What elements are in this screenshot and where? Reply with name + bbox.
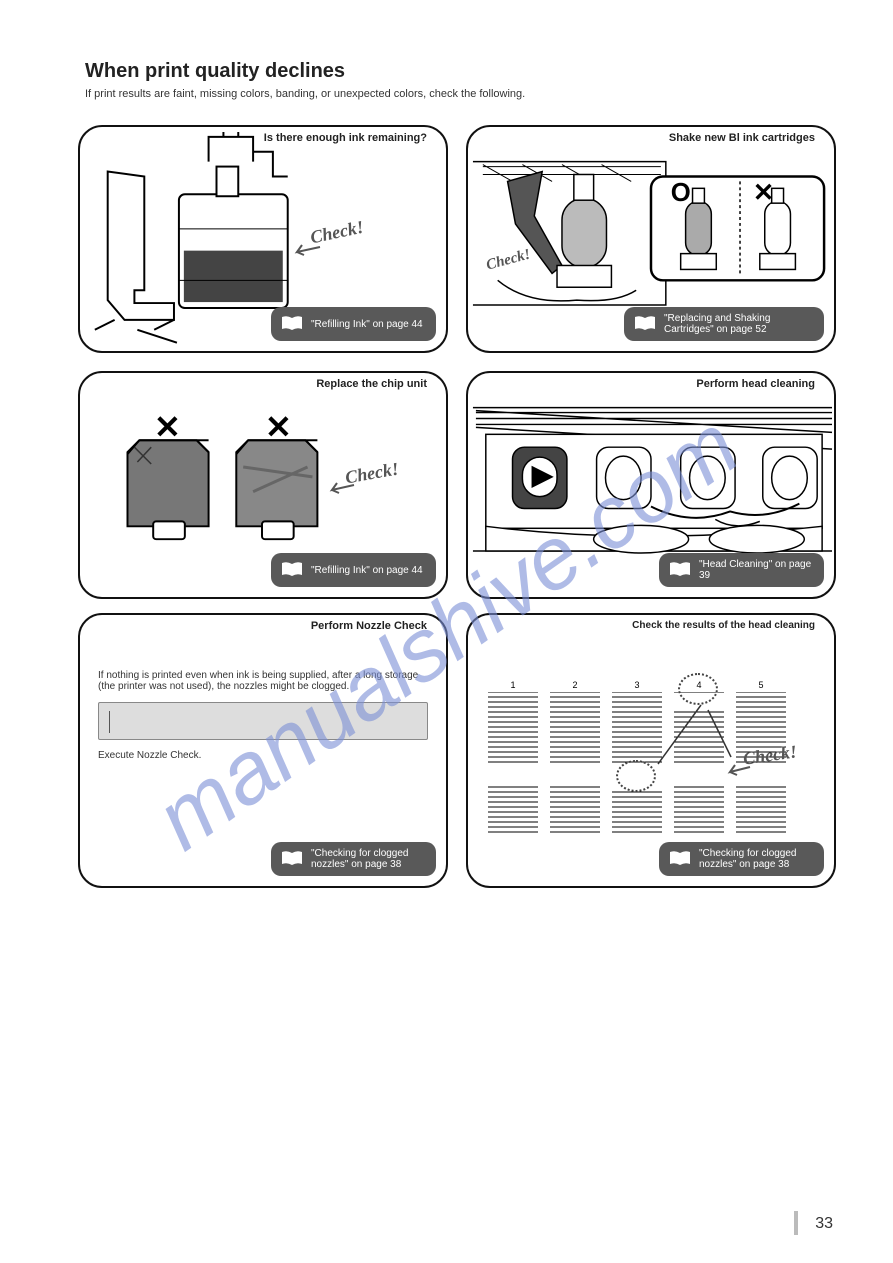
reference-text: "Refilling Ink" on page 44 <box>311 565 423 576</box>
ok-mark: O <box>671 179 691 207</box>
book-icon <box>281 315 303 331</box>
input-box <box>98 702 428 740</box>
book-icon <box>634 315 656 331</box>
page-number: 33 <box>815 1215 833 1233</box>
panel-text: If nothing is printed even when ink is b… <box>98 670 428 692</box>
arrow-icon <box>292 242 322 257</box>
reference-tab: "Refilling Ink" on page 44 <box>271 307 436 341</box>
col-num: 5 <box>736 680 786 690</box>
cards-grid-2: Perform Nozzle Check If nothing is print… <box>78 613 843 888</box>
page-bar <box>794 1211 798 1235</box>
book-icon <box>281 561 303 577</box>
reference-tab: "Head Cleaning" on page 39 <box>659 553 824 587</box>
pattern-lines <box>550 692 600 837</box>
card-body: If nothing is printed even when ink is b… <box>80 615 446 811</box>
card-shake-cartridges: Shake new Bl ink cartridges <box>466 125 836 353</box>
card-title: Perform head cleaning <box>682 372 835 396</box>
reference-tab: "Refilling Ink" on page 44 <box>271 553 436 587</box>
book-icon <box>281 850 303 866</box>
cross-icon: ✕ <box>154 408 181 446</box>
ng-mark: ✕ <box>753 179 775 207</box>
reference-tab: "Checking for clogged nozzles" on page 3… <box>271 842 436 876</box>
card-title: Check the results of the head cleaning <box>618 614 835 637</box>
reference-tab: "Checking for clogged nozzles" on page 3… <box>659 842 824 876</box>
card-title: Perform Nozzle Check <box>297 614 447 638</box>
reference-text: "Head Cleaning" on page 39 <box>699 559 824 581</box>
col-num: 2 <box>550 680 600 690</box>
section-title: When print quality declines <box>85 60 843 83</box>
arrow-icon <box>328 481 356 495</box>
pattern-lines <box>488 692 538 837</box>
card-title: Replace the chip unit <box>302 372 447 396</box>
reference-text: "Checking for clogged nozzles" on page 3… <box>311 848 409 870</box>
card-nozzle-check: Perform Nozzle Check If nothing is print… <box>78 613 448 888</box>
defect-circle <box>678 673 718 705</box>
reference-tab: "Replacing and Shaking Cartridges" on pa… <box>624 307 824 341</box>
col-num: 3 <box>612 680 662 690</box>
reference-text: "Checking for clogged nozzles" on page 3… <box>699 848 797 870</box>
reference-text: "Refilling Ink" on page 44 <box>311 319 423 330</box>
page: When print quality declines If print res… <box>0 0 893 1263</box>
book-icon <box>669 850 691 866</box>
card-title: Is there enough ink remaining? <box>250 126 447 150</box>
card-title: Shake new Bl ink cartridges <box>655 126 835 150</box>
book-icon <box>669 561 691 577</box>
panel-text: Execute Nozzle Check. <box>98 750 428 761</box>
reference-text: "Replacing and Shaking Cartridges" on pa… <box>664 313 770 335</box>
caret-icon <box>109 711 110 733</box>
card-head-cleaning: Perform head cleaning <box>466 371 836 599</box>
arrow-icon <box>726 763 752 777</box>
card-replace-chip: Replace the chip unit ✕ ✕ <box>78 371 448 599</box>
card-check-results: Check the results of the head cleaning 1 <box>466 613 836 888</box>
cards-grid: Is there enough ink remaining? Check! <box>78 125 843 599</box>
cross-icon: ✕ <box>265 408 292 446</box>
card-ink-remaining: Is there enough ink remaining? Check! <box>78 125 448 353</box>
section-subtitle: If print results are faint, missing colo… <box>85 88 843 100</box>
defect-circle <box>616 760 656 792</box>
connector-line <box>653 702 733 772</box>
col-num: 1 <box>488 680 538 690</box>
